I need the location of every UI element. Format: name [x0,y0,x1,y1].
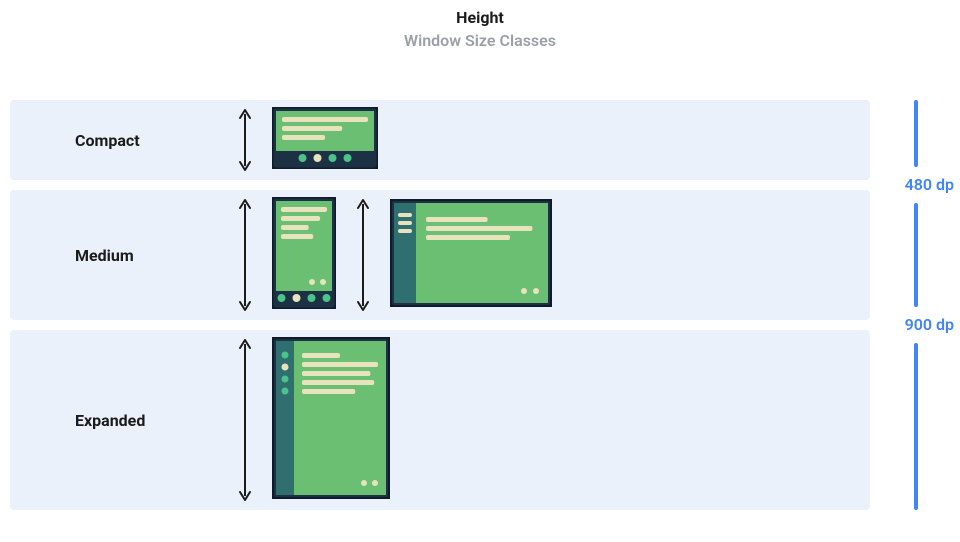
row-expanded: Expanded [10,330,870,510]
row-devices [238,330,390,510]
height-arrow-icon [356,190,370,320]
row-label: Compact [75,131,140,150]
scale-segment-1 [914,203,918,307]
subtitle: Window Size Classes [0,31,960,50]
scale-segment-2 [914,343,918,510]
rows: Compact Medium [10,100,870,510]
header: Height Window Size Classes [0,0,960,50]
scale-label-0: 480 dp [854,175,954,194]
scale: 480 dp 900 dp [914,100,954,510]
row-compact: Compact [10,100,870,180]
row-label: Expanded [75,411,145,430]
device-phone-portrait [272,197,336,313]
device-tablet-landscape [390,199,552,311]
scale-segment-0 [914,100,918,167]
row-label: Medium [75,246,134,265]
device-tablet-portrait [272,337,390,503]
row-devices [238,190,552,320]
title: Height [0,8,960,27]
height-arrow-icon [238,190,252,320]
diagram-canvas: Height Window Size Classes Compact Mediu… [0,0,960,542]
height-arrow-icon [238,100,252,180]
scale-label-1: 900 dp [854,315,954,334]
device-phone-landscape [272,107,378,173]
row-medium: Medium [10,190,870,320]
row-devices [238,100,378,180]
height-arrow-icon [238,330,252,510]
